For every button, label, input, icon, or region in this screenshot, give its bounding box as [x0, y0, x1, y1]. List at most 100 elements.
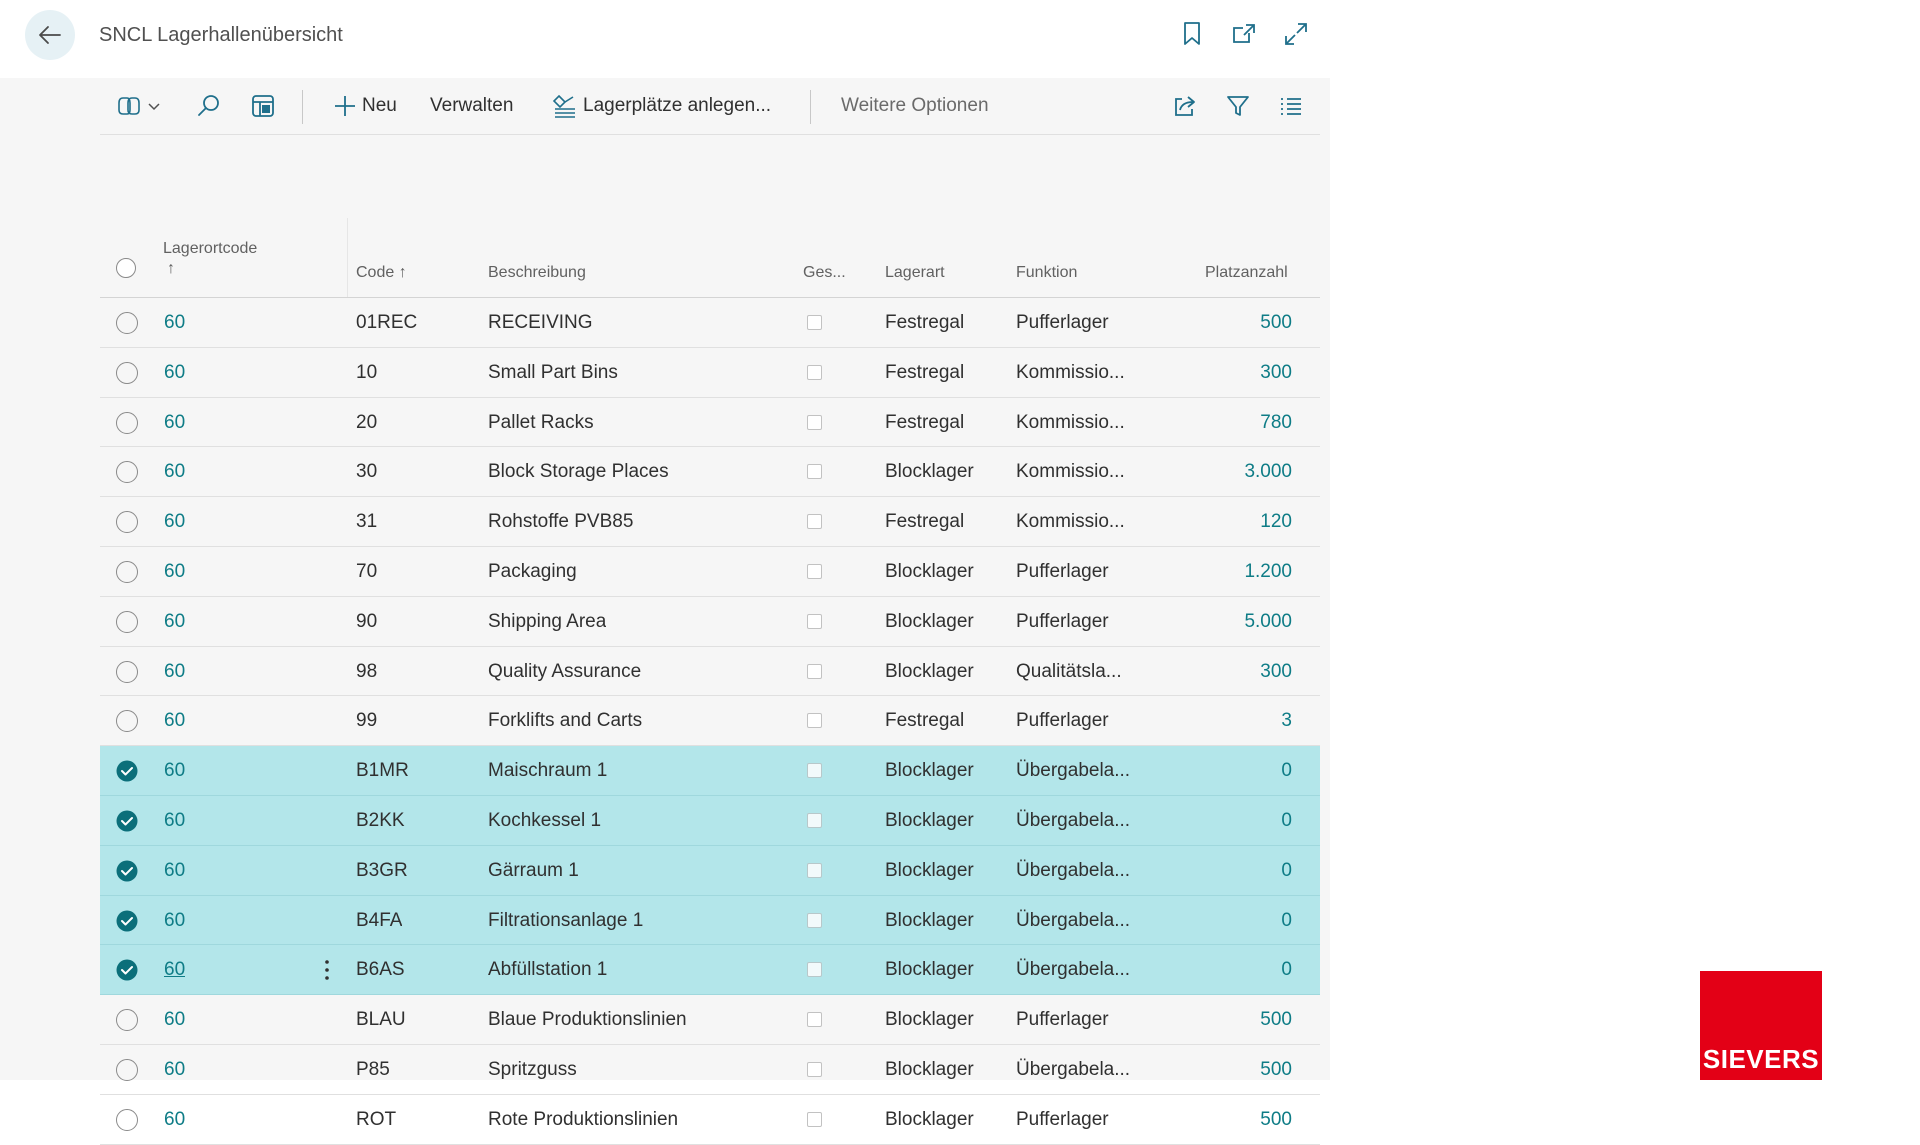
location-code-link[interactable]: 60 [164, 660, 186, 682]
bin-count-link[interactable]: 0 [1281, 909, 1292, 931]
table-row[interactable]: 60 01REC RECEIVING Festregal Pufferlager… [100, 298, 1320, 348]
new-button[interactable]: Neu [332, 78, 397, 134]
column-header-description[interactable]: Beschreibung [488, 264, 586, 281]
location-code-link[interactable]: 60 [164, 610, 186, 632]
bin-count-link[interactable]: 500 [1260, 1108, 1292, 1130]
manage-button[interactable]: Verwalten [430, 78, 513, 134]
location-code-link[interactable]: 60 [164, 1108, 186, 1130]
row-select-radio[interactable] [116, 1058, 138, 1081]
row-select-radio[interactable] [116, 361, 138, 384]
bin-count-link[interactable]: 500 [1260, 1009, 1292, 1031]
blocked-checkbox[interactable] [807, 613, 822, 629]
search-button[interactable] [196, 78, 222, 134]
location-code-link[interactable]: 60 [164, 511, 186, 533]
blocked-checkbox[interactable] [807, 464, 822, 480]
bin-count-link[interactable]: 0 [1281, 760, 1292, 782]
row-select-radio[interactable] [116, 511, 138, 534]
blocked-checkbox[interactable] [807, 912, 822, 928]
bin-count-link[interactable]: 3 [1281, 710, 1292, 732]
blocked-checkbox[interactable] [807, 962, 822, 978]
blocked-checkbox[interactable] [807, 414, 822, 430]
location-code-link[interactable]: 60 [164, 959, 186, 981]
create-bins-button[interactable]: Lagerplätze anlegen... [551, 78, 771, 134]
table-row[interactable]: 60 10 Small Part Bins Festregal Kommissi… [100, 348, 1320, 398]
location-code-link[interactable]: 60 [164, 710, 186, 732]
table-row[interactable]: 60 30 Block Storage Places Blocklager Ko… [100, 447, 1320, 498]
row-select-radio[interactable] [116, 1009, 138, 1032]
column-header-bin-count[interactable]: Platzanzahl [1205, 264, 1288, 281]
blocked-checkbox[interactable] [807, 713, 822, 729]
row-select-radio[interactable] [116, 560, 138, 583]
bin-count-link[interactable]: 3.000 [1244, 461, 1292, 483]
table-row[interactable]: 60 B3GR Gärraum 1 Blocklager Übergabela.… [100, 845, 1320, 896]
row-select-radio[interactable] [116, 710, 138, 733]
row-select-radio[interactable] [116, 610, 138, 633]
back-button[interactable] [25, 10, 75, 60]
location-code-link[interactable]: 60 [164, 1058, 186, 1080]
bin-count-link[interactable]: 300 [1260, 361, 1292, 383]
blocked-checkbox[interactable] [807, 514, 822, 530]
table-row[interactable]: 60 B6AS Abfüllstation 1 Blocklager Überg… [100, 945, 1320, 996]
bin-count-link[interactable]: 500 [1260, 312, 1292, 333]
bin-count-link[interactable]: 0 [1281, 959, 1292, 981]
bin-count-link[interactable]: 0 [1281, 809, 1292, 831]
bin-count-link[interactable]: 5.000 [1244, 610, 1292, 632]
row-select-radio[interactable] [116, 461, 138, 484]
row-select-radio[interactable] [116, 411, 138, 434]
column-header-blocked[interactable]: Ges... [803, 264, 846, 281]
location-code-link[interactable]: 60 [164, 361, 186, 383]
table-row[interactable]: 60 70 Packaging Blocklager Pufferlager 1… [100, 547, 1320, 597]
blocked-checkbox[interactable] [807, 364, 822, 380]
bin-count-link[interactable]: 780 [1260, 411, 1292, 433]
table-row[interactable]: 60 20 Pallet Racks Festregal Kommissio..… [100, 398, 1320, 448]
bin-count-link[interactable]: 0 [1281, 859, 1292, 881]
table-row[interactable]: 60 98 Quality Assurance Blocklager Quali… [100, 647, 1320, 697]
bookmark-button[interactable] [1178, 20, 1206, 48]
row-select-radio[interactable] [116, 660, 138, 683]
row-select-radio[interactable] [116, 1108, 138, 1131]
bin-count-link[interactable]: 500 [1260, 1058, 1292, 1080]
copilot-button[interactable] [116, 78, 162, 134]
bin-count-link[interactable]: 1.200 [1244, 560, 1292, 582]
blocked-checkbox[interactable] [807, 315, 822, 330]
location-code-link[interactable]: 60 [164, 809, 186, 831]
table-row[interactable]: 60 BLAU Blaue Produktionslinien Blocklag… [100, 995, 1320, 1045]
checkmark-icon[interactable] [116, 810, 138, 832]
location-code-link[interactable]: 60 [164, 560, 186, 582]
list-view-button[interactable] [1278, 78, 1304, 134]
location-code-link[interactable]: 60 [164, 909, 186, 931]
more-options-button[interactable]: Weitere Optionen [841, 78, 989, 134]
column-header-code[interactable]: Code ↑ [356, 264, 407, 282]
location-code-link[interactable]: 60 [164, 411, 186, 433]
blocked-checkbox[interactable] [807, 763, 822, 779]
table-row[interactable]: 60 90 Shipping Area Blocklager Pufferlag… [100, 597, 1320, 647]
location-code-link[interactable]: 60 [164, 312, 186, 333]
location-code-link[interactable]: 60 [164, 1009, 186, 1031]
blocked-checkbox[interactable] [807, 1111, 822, 1127]
table-row[interactable]: 60 P85 Spritzguss Blocklager Übergabela.… [100, 1045, 1320, 1095]
table-row[interactable]: 60 B2KK Kochkessel 1 Blocklager Übergabe… [100, 795, 1320, 846]
checkmark-icon[interactable] [116, 860, 138, 882]
expand-button[interactable] [1282, 20, 1310, 48]
filter-button[interactable] [1225, 78, 1251, 134]
open-new-window-button[interactable] [1230, 20, 1258, 48]
checkmark-icon[interactable] [116, 959, 138, 981]
blocked-checkbox[interactable] [807, 862, 822, 878]
blocked-checkbox[interactable] [807, 563, 822, 579]
location-code-link[interactable]: 60 [164, 859, 186, 881]
table-row[interactable]: 60 31 Rohstoffe PVB85 Festregal Kommissi… [100, 497, 1320, 547]
bin-count-link[interactable]: 300 [1260, 660, 1292, 682]
table-row[interactable]: 60 ROT Rote Produktionslinien Blocklager… [100, 1095, 1320, 1145]
column-header-storage-type[interactable]: Lagerart [885, 264, 945, 281]
table-row[interactable]: 60 B4FA Filtrationsanlage 1 Blocklager Ü… [100, 895, 1320, 946]
checkmark-icon[interactable] [116, 760, 138, 782]
layout-button[interactable] [250, 78, 276, 134]
bin-count-link[interactable]: 120 [1260, 511, 1292, 533]
location-code-link[interactable]: 60 [164, 461, 186, 483]
checkmark-icon[interactable] [116, 910, 138, 932]
column-header-location-code[interactable]: Lagerortcode [163, 240, 257, 258]
location-code-link[interactable]: 60 [164, 760, 186, 782]
table-row[interactable]: 60 99 Forklifts and Carts Festregal Puff… [100, 696, 1320, 747]
table-row[interactable]: 60 B1MR Maischraum 1 Blocklager Übergabe… [100, 746, 1320, 796]
blocked-checkbox[interactable] [807, 663, 822, 679]
